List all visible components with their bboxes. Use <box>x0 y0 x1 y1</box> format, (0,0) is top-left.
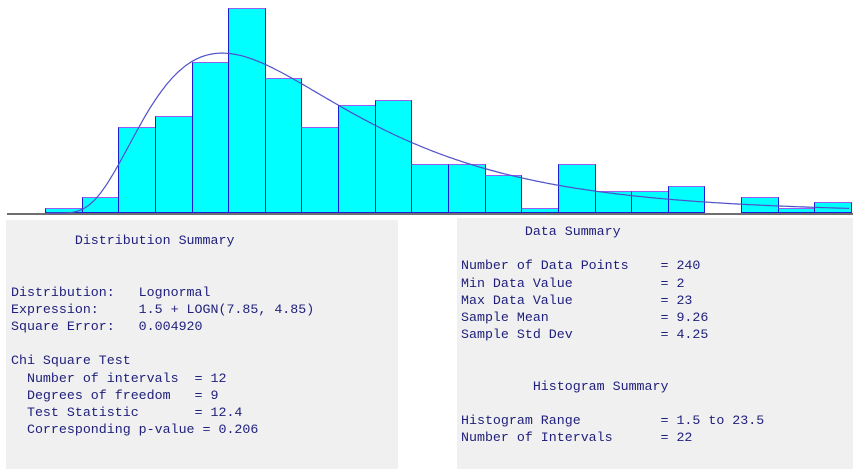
histogram-bar <box>228 8 266 213</box>
histogram-bar <box>668 186 705 213</box>
blank-line <box>461 240 853 257</box>
histogram-bar <box>45 208 83 213</box>
histogram-bar <box>192 62 229 213</box>
text-line: Square Error: 0.004920 <box>11 318 203 334</box>
histogram-bar <box>631 191 669 213</box>
text-line: Distribution: Lognormal <box>11 284 211 300</box>
histogram-bar <box>814 202 852 213</box>
histogram-bar <box>155 116 193 213</box>
section-title: Histogram Summary <box>461 378 669 394</box>
text-line: Max Data Value = 23 <box>461 292 693 308</box>
text-line: Sample Mean = 9.26 <box>461 309 709 325</box>
histogram-bar <box>521 208 559 213</box>
histogram-bar <box>778 208 815 213</box>
blank-line <box>11 249 398 266</box>
text-line: Corresponding p-value = 0.206 <box>11 422 259 438</box>
histogram-bar <box>265 78 302 213</box>
histogram-bar <box>411 164 449 213</box>
histogram-bar <box>375 100 412 213</box>
histogram-bar <box>741 197 779 213</box>
text-line: Chi Square Test <box>11 353 131 369</box>
histogram-bar <box>485 175 522 213</box>
histogram-chart <box>0 0 853 216</box>
blank-line <box>461 343 853 360</box>
blank-line <box>11 266 398 283</box>
text-line: Sample Std Dev = 4.25 <box>461 327 709 343</box>
histogram-bar <box>558 164 596 213</box>
histogram-bar <box>118 127 156 213</box>
histogram-bar <box>301 127 339 213</box>
text-line: Histogram Range = 1.5 to 23.5 <box>461 413 765 429</box>
section-title: Data Summary <box>461 224 621 239</box>
section-title: Distribution Summary <box>11 233 235 248</box>
text-line: Number of Data Points = 240 <box>461 258 701 274</box>
histogram-bar <box>338 105 376 213</box>
blank-line <box>461 395 853 412</box>
blank-line <box>11 335 398 352</box>
data-summary-panel: Data Summary Number of Data Points = 240 M… <box>457 218 853 469</box>
text-line: Degrees of freedom = 9 <box>11 387 219 403</box>
histogram-bar <box>82 197 119 213</box>
blank-line <box>461 361 853 378</box>
histogram-bar <box>595 191 632 213</box>
text-line: Number of intervals = 12 <box>11 370 227 386</box>
text-line: Min Data Value = 2 <box>461 275 685 291</box>
distribution-summary-panel: Distribution Summary Distribution: Lognor… <box>6 220 398 469</box>
text-line: Expression: 1.5 + LOGN(7.85, 4.85) <box>11 301 315 317</box>
text-line: Number of Intervals = 22 <box>461 430 693 446</box>
text-line: Test Statistic = 12.4 <box>11 404 243 420</box>
histogram-bar <box>448 164 486 213</box>
x-axis-line <box>7 213 853 215</box>
